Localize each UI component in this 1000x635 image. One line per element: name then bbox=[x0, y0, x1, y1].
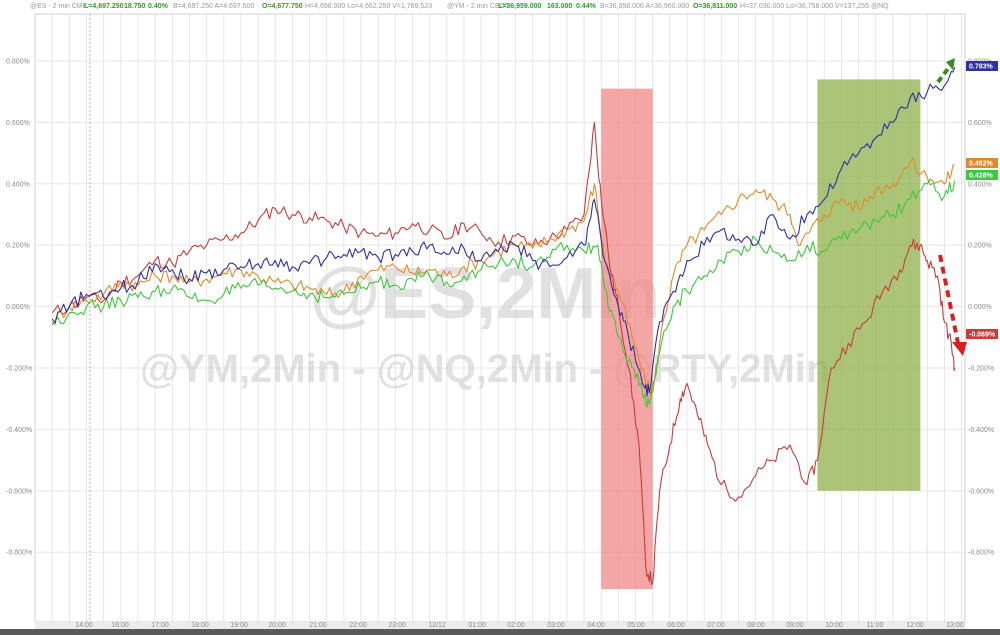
series-line bbox=[51, 121, 956, 586]
x-tick-label: 05:00 bbox=[627, 622, 645, 629]
x-tick-label: 12:00 bbox=[906, 622, 924, 629]
y-axis: 0.800%0.800%0.600%0.600%0.400%0.400%0.20… bbox=[6, 59, 994, 557]
ym-hilo: H=37,030.000 Lo=36,758.000 V=137,255 @NQ bbox=[740, 3, 889, 10]
x-tick-label: 11:00 bbox=[867, 622, 884, 629]
x-tick-label: 09:00 bbox=[786, 622, 804, 629]
x-tick-label: 22:00 bbox=[349, 622, 367, 629]
series-line bbox=[51, 157, 955, 396]
x-tick-label: 08:00 bbox=[747, 622, 765, 629]
x-tick-label: 07:00 bbox=[707, 622, 725, 629]
y-tick-left: 0.200% bbox=[6, 243, 30, 250]
y-tick-right: -0.600% bbox=[968, 488, 994, 495]
y-tick-left: -0.400% bbox=[6, 427, 32, 434]
x-tick-label: 19:00 bbox=[230, 622, 248, 629]
x-tick-label: 18:00 bbox=[191, 622, 209, 629]
arrow-down-shaft bbox=[938, 254, 960, 344]
x-tick-label: 17:00 bbox=[151, 622, 169, 629]
y-tick-right: 0.400% bbox=[968, 181, 992, 188]
end-label-text: 0.462% bbox=[969, 161, 994, 168]
y-tick-left: 0.800% bbox=[6, 59, 30, 66]
x-tick-label: 03:00 bbox=[547, 622, 565, 629]
y-tick-right: -0.800% bbox=[968, 550, 994, 557]
x-tick-label: 06:00 bbox=[667, 622, 685, 629]
y-tick-right: -0.400% bbox=[968, 427, 994, 434]
end-label-box bbox=[966, 329, 998, 339]
ym-pct: 0.44% bbox=[576, 3, 597, 10]
x-tick-label: 04:00 bbox=[587, 622, 605, 629]
header-es: @ES - 2 min CME L=4,697.250 18.750 0.40%… bbox=[30, 0, 432, 12]
y-tick-right: -0.200% bbox=[968, 366, 994, 373]
series-end-labels: 0.783% 0.462% 0.428% -0.089% bbox=[966, 61, 998, 339]
green-zone bbox=[817, 79, 921, 491]
x-tick-label: 16:00 bbox=[111, 622, 129, 629]
series-line bbox=[51, 178, 956, 408]
x-axis: 14:00 16:00 17:00 18:00 19:00 20:00 21:00 22:00… bbox=[0, 622, 1000, 635]
x-tick-label: 10:00 bbox=[825, 622, 843, 629]
y-tick-right: 0.200% bbox=[968, 243, 992, 250]
y-tick-left: 0.600% bbox=[6, 120, 30, 127]
series-line bbox=[51, 66, 956, 397]
end-label-box bbox=[966, 61, 998, 71]
end-label-text: 0.428% bbox=[969, 173, 994, 180]
end-label-box bbox=[966, 170, 998, 180]
es-last: L=4,697.250 bbox=[84, 3, 124, 10]
es-rest: B=4,697.250 A=4,697.500 bbox=[173, 3, 254, 10]
ym-prefix: @YM - 2 min CBOT bbox=[447, 3, 510, 10]
bottom-bar bbox=[0, 629, 1000, 635]
x-tick-label: 21:00 bbox=[309, 622, 327, 629]
y-tick-right: 0.000% bbox=[968, 304, 992, 311]
y-tick-left: -0.200% bbox=[6, 366, 32, 373]
x-tick-label: 20:00 bbox=[268, 622, 286, 629]
header-ym: @YM - 2 min CBOT L=36,959.000 163.000 0.… bbox=[447, 0, 889, 12]
ym-change: 163.000 bbox=[547, 3, 572, 10]
watermark-sub: @YM,2Min - @NQ,2Min - @RTY,2Min bbox=[140, 347, 830, 391]
x-tick-label: 23:00 bbox=[388, 622, 406, 629]
x-tick-label: 12/12 bbox=[428, 622, 446, 629]
arrow-up-head bbox=[946, 58, 955, 70]
y-tick-left: 0.000% bbox=[6, 304, 30, 311]
ym-rest: B=36,958.000 A=36,960.000 bbox=[600, 3, 689, 10]
arrow-down-head bbox=[952, 342, 967, 356]
arrow-up-shaft bbox=[936, 64, 952, 84]
y-tick-left: 0.400% bbox=[6, 181, 30, 188]
es-open: O=4,677.750 bbox=[262, 3, 303, 10]
y-tick-right: 0.600% bbox=[968, 120, 992, 127]
trend-arrows bbox=[936, 58, 967, 356]
es-prefix: @ES - 2 min CME bbox=[30, 3, 88, 10]
y-tick-left: -0.600% bbox=[6, 488, 32, 495]
es-pct: 0.40% bbox=[148, 3, 169, 10]
x-tick-label: 13:00 bbox=[946, 622, 964, 629]
y-tick-left: -0.800% bbox=[6, 550, 32, 557]
ym-last: L=36,959.000 bbox=[498, 3, 542, 10]
quote-header: @ES - 2 min CME L=4,697.250 18.750 0.40%… bbox=[30, 0, 889, 12]
x-tick-label: 01:00 bbox=[468, 622, 486, 629]
ym-open: O=36,811.000 bbox=[693, 3, 737, 10]
highlight-zones bbox=[601, 79, 921, 590]
series-lines bbox=[51, 66, 956, 586]
x-tick-label: 02:00 bbox=[507, 622, 525, 629]
es-change: 18.750 bbox=[124, 3, 146, 10]
end-label-text: 0.783% bbox=[969, 64, 994, 71]
end-label-text: -0.089% bbox=[969, 332, 996, 339]
x-tick-label: 14:00 bbox=[75, 622, 93, 629]
es-hilo: H=4,698.000 Lo=4,662.250 V=1,769,523 bbox=[305, 3, 432, 10]
end-label-box bbox=[966, 158, 998, 168]
red-zone bbox=[601, 88, 653, 590]
